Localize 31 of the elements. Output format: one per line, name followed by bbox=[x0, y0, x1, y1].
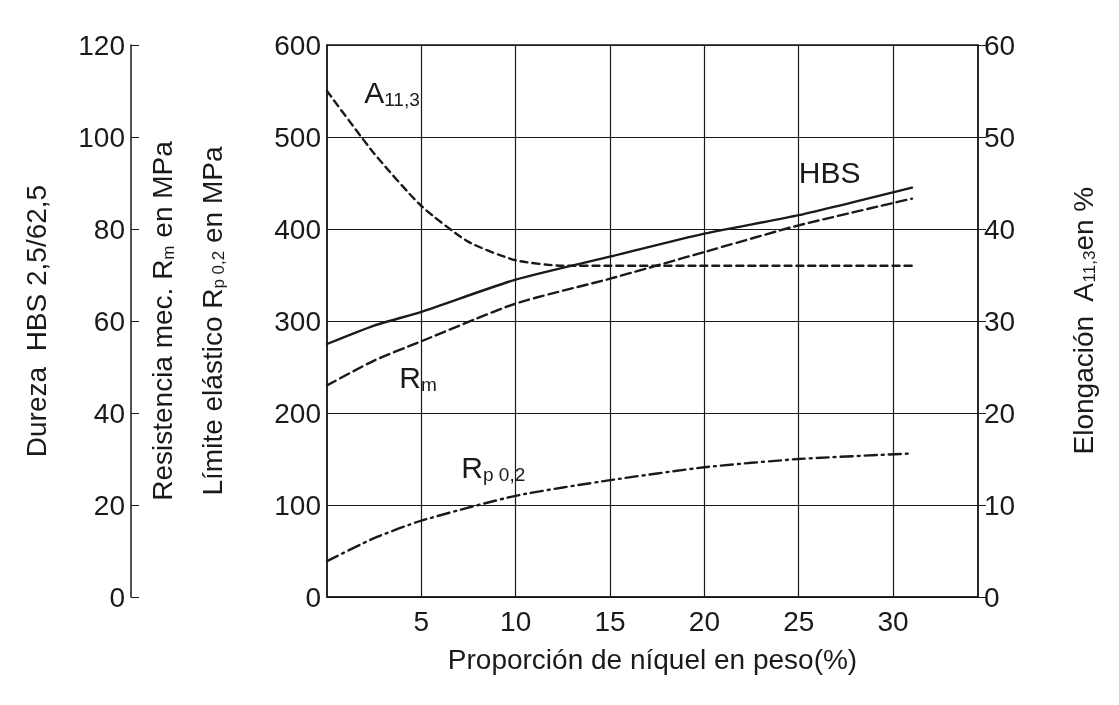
x-tick-label: 30 bbox=[877, 605, 909, 637]
y2-tick-label: 60 bbox=[984, 29, 1016, 61]
y2-tick-label: 10 bbox=[984, 489, 1016, 521]
x-axis-title: Proporción de níquel en peso(%) bbox=[447, 643, 858, 675]
y-tick-label: 0 bbox=[305, 581, 321, 613]
y3-tick-label: 100 bbox=[78, 121, 125, 153]
y3-tick-label: 20 bbox=[93, 489, 125, 521]
y3-tick-label: 0 bbox=[109, 581, 125, 613]
x-tick-label: 5 bbox=[413, 605, 430, 637]
series-label: HBS bbox=[798, 155, 861, 189]
y-tick-label: 600 bbox=[274, 29, 321, 61]
y-tick-label: 300 bbox=[274, 305, 321, 337]
y3-tick-label: 80 bbox=[93, 213, 125, 245]
y3-tick-label: 40 bbox=[93, 397, 125, 429]
y2-tick-label: 20 bbox=[984, 397, 1016, 429]
y-tick-label: 500 bbox=[274, 121, 321, 153]
y3-axis-title: Dureza HBS 2,5/62,5 bbox=[20, 184, 52, 458]
y2-tick-label: 0 bbox=[984, 581, 1000, 613]
y2-tick-label: 40 bbox=[984, 213, 1016, 245]
x-tick-label: 20 bbox=[688, 605, 720, 637]
x-tick-label: 10 bbox=[500, 605, 532, 637]
y3-tick-label: 120 bbox=[78, 29, 125, 61]
y-tick-label: 200 bbox=[274, 397, 321, 429]
y3-tick-label: 60 bbox=[93, 305, 125, 337]
x-tick-label: 15 bbox=[594, 605, 626, 637]
y2-tick-label: 30 bbox=[984, 305, 1016, 337]
x-tick-label: 25 bbox=[783, 605, 815, 637]
y-tick-label: 400 bbox=[274, 213, 321, 245]
y2-tick-label: 50 bbox=[984, 121, 1016, 153]
y-tick-label: 100 bbox=[274, 489, 321, 521]
y2-axis-title: Elongación A11,3en % bbox=[1067, 186, 1099, 455]
